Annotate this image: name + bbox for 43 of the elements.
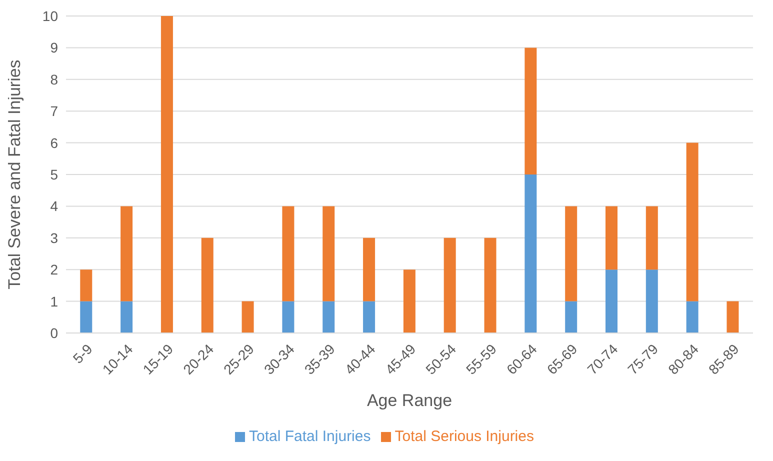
bar — [282, 206, 294, 302]
bar — [322, 301, 335, 333]
bar — [605, 270, 618, 333]
bar — [524, 174, 537, 333]
bar — [524, 48, 537, 174]
y-axis-title: Total Severe and Fatal Injuries — [5, 60, 24, 290]
bar — [726, 301, 739, 333]
bar — [605, 206, 618, 270]
bar — [565, 206, 578, 302]
bar — [363, 301, 376, 333]
x-tick-label: 5-9 — [70, 340, 96, 366]
bar — [363, 238, 376, 302]
y-tick-label: 0 — [50, 324, 58, 341]
bar — [160, 16, 173, 333]
bar — [201, 238, 214, 333]
y-tick-label: 1 — [50, 293, 58, 310]
bar — [120, 206, 133, 302]
y-tick-label: 5 — [50, 166, 58, 182]
bar — [120, 301, 133, 333]
bar — [565, 301, 578, 333]
bar — [484, 238, 496, 333]
legend-label: Total Serious Injuries — [394, 428, 534, 445]
y-tick-label: 4 — [50, 198, 58, 214]
bar — [686, 301, 698, 333]
y-tick-label: 7 — [50, 103, 58, 120]
y-tick-label: 8 — [50, 71, 58, 88]
y-tick-label: 10 — [42, 8, 58, 24]
bar — [80, 270, 92, 302]
bar — [282, 301, 294, 333]
bar — [686, 142, 698, 302]
y-tick-label: 3 — [50, 230, 58, 246]
bar — [242, 301, 254, 333]
bar — [403, 270, 416, 333]
legend-label: Total Fatal Injuries — [249, 428, 371, 445]
y-tick-label: 2 — [50, 262, 58, 278]
y-tick-label: 6 — [50, 134, 58, 151]
bar — [80, 301, 92, 333]
bar — [646, 270, 658, 333]
x-axis-title: Age Range — [366, 391, 452, 410]
y-tick-label: 9 — [50, 40, 58, 56]
bar — [646, 206, 658, 270]
bar — [322, 206, 335, 302]
bar — [444, 238, 456, 333]
